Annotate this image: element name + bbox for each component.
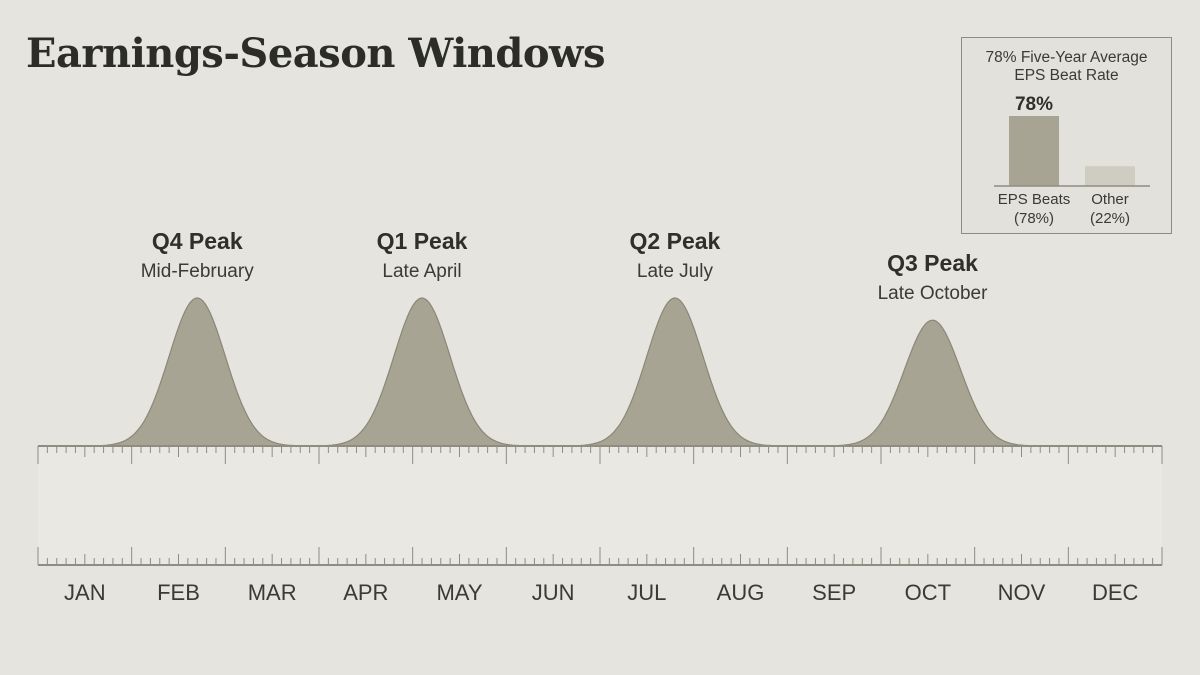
peak-sublabel-2: Late July [637, 261, 714, 282]
month-label-sep: SEP [812, 580, 856, 605]
inset-bar-label-1-0: Other [1091, 191, 1129, 208]
month-label-jan: JAN [64, 580, 106, 605]
peak-area-3 [820, 319, 1045, 447]
inset-bar-label-0-0: EPS Beats [998, 191, 1071, 208]
peak-sublabel-1: Late April [382, 261, 461, 282]
peak-label-1: Q1 Peak [377, 228, 468, 254]
month-label-aug: AUG [717, 580, 765, 605]
month-label-jun: JUN [532, 580, 575, 605]
month-label-nov: NOV [998, 580, 1046, 605]
peak-label-0: Q4 Peak [152, 228, 243, 254]
month-label-jul: JUL [627, 580, 666, 605]
month-label-may: MAY [436, 580, 482, 605]
inset-bar-label-1-1: (22%) [1090, 210, 1130, 227]
peak-label-3: Q3 Peak [887, 250, 978, 276]
ruler-band [38, 446, 1162, 565]
month-axis: JAN FEB MAR APR MAY JUN JUL AUG SEP OCT NOV DEC [64, 580, 1138, 605]
month-label-mar: MAR [248, 580, 297, 605]
beat-rate-inset: 78% Five-Year Average EPS Beat Rate 78% E… [961, 37, 1172, 234]
month-label-dec: DEC [1092, 580, 1139, 605]
inset-bar-label-0-1: (78%) [1014, 210, 1054, 227]
peak-area-2 [562, 297, 787, 447]
inset-title: 78% Five-Year Average EPS Beat Rate [962, 49, 1171, 85]
inset-bar-0 [1009, 116, 1059, 186]
peak-area-0 [84, 297, 309, 447]
inset-title-line1: 78% Five-Year Average [985, 49, 1148, 66]
page-title: Earnings-Season Windows [26, 30, 606, 77]
inset-bar-chart: 78% EPS Beats (78%) Other (22%) [994, 94, 1150, 227]
month-label-feb: FEB [157, 580, 200, 605]
inset-title-line2: EPS Beat Rate [1014, 67, 1119, 84]
peak-area-1 [309, 297, 534, 447]
month-label-oct: OCT [905, 580, 951, 605]
peak-label-2: Q2 Peak [630, 228, 721, 254]
peak-sublabel-3: Late October [878, 283, 989, 304]
peak-sublabel-0: Mid-February [141, 261, 254, 282]
inset-bar-1 [1085, 166, 1135, 186]
ruler [37, 445, 1163, 566]
month-label-apr: APR [343, 580, 388, 605]
inset-value-label-0: 78% [1015, 94, 1053, 115]
peaks-layer: Q4 Peak Mid-February Q1 Peak Late April Q2 P… [84, 228, 1045, 447]
